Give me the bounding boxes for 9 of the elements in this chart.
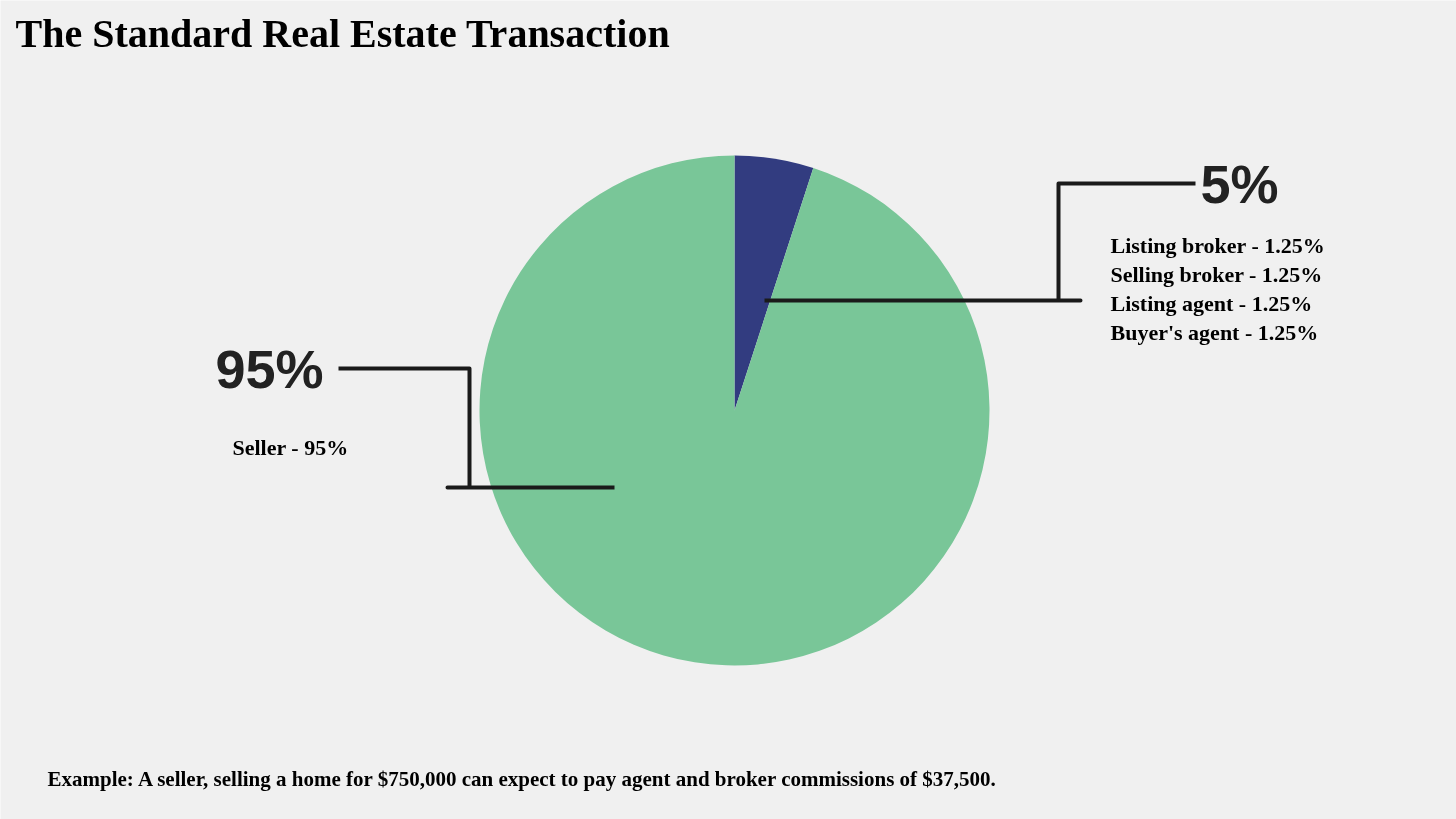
text: Example: A seller, selling a home for $750,000 can expect to pay agent and broker commissions of $37,500.: [47, 766, 996, 791]
data-label: 95%: [215, 338, 324, 399]
chart-title: The Standard Real Estate Transaction: [15, 10, 670, 56]
text: Seller - 95%: [232, 435, 349, 460]
data-label: 5%: [1200, 153, 1279, 214]
text: Buyer's agent - 1.25%: [1110, 320, 1319, 345]
text: Listing agent - 1.25%: [1110, 291, 1313, 316]
text: Listing broker - 1.25%: [1110, 233, 1325, 258]
text: Selling broker - 1.25%: [1110, 262, 1323, 287]
